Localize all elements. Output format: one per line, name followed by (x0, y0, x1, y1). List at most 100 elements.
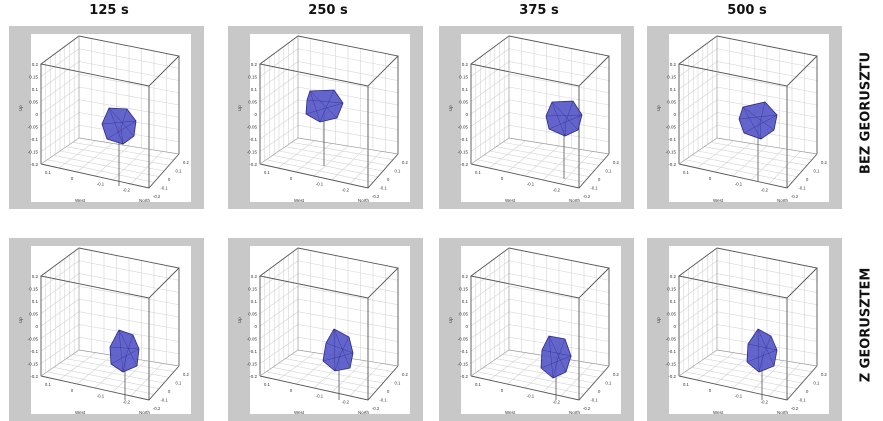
floor-left-tick-label: -0.1 (316, 394, 324, 399)
right-axis-label: North (569, 198, 581, 203)
floor-right-tick-label: 0 (387, 177, 390, 182)
z-tick-label: 0.2 (32, 274, 39, 279)
z-tick-label: 0.2 (462, 274, 469, 279)
panel-3d-plot: 0.2 0.15 0.1 0.05 0 -0.05 -0.1 -0.15 -0.2 Up 0.1 0 -… (228, 238, 423, 421)
volume-blob (101, 107, 137, 145)
floor-left-tick-label: -0.1 (735, 182, 743, 187)
left-axis-label: West (713, 410, 724, 415)
floor-right-tick-label: 0 (168, 177, 171, 182)
left-axis-label: West (294, 198, 305, 203)
floor-right-tick-label: 0.1 (176, 169, 182, 174)
z-tick-label: -0.15 (458, 150, 469, 155)
z-tick-label: 0 (35, 112, 38, 117)
z-tick-label: 0.2 (32, 62, 39, 67)
floor-left-tick-label: 0 (501, 388, 504, 393)
left-axis-label: West (505, 410, 516, 415)
floor-left-tick-label: -0.1 (527, 394, 535, 399)
floor-left-tick-label: 0 (71, 388, 74, 393)
panel-3d-plot: 0.2 0.15 0.1 0.05 0 -0.05 -0.1 -0.15 -0.2 Up 0.1 0 -… (647, 238, 842, 421)
z-tick-label: 0 (254, 324, 257, 329)
z-tick-label: 0.05 (667, 100, 676, 105)
z-tick-label: 0 (673, 112, 676, 117)
plot-panel: 0.2 0.15 0.1 0.05 0 -0.05 -0.1 -0.15 -0.2 Up 0.1 0 -… (228, 26, 423, 209)
floor-right-tick-label: 0 (806, 177, 809, 182)
floor-left-tick-label: -0.2 (342, 187, 350, 192)
z-tick-label: -0.1 (668, 349, 676, 354)
plot-panel: 0.2 0.15 0.1 0.05 0 -0.05 -0.1 -0.15 -0.2 Up 0.1 0 -… (228, 238, 423, 421)
right-axis-label: North (777, 410, 789, 415)
z-axis-label: Up (448, 105, 453, 111)
floor-left-tick-label: 0 (709, 388, 712, 393)
z-tick-label: 0.05 (248, 312, 257, 317)
floor-right-tick-label: -0.1 (799, 186, 807, 191)
floor-left-tick-label: 0.1 (683, 170, 689, 175)
floor-right-tick-label: 0.1 (606, 381, 612, 386)
z-tick-label: -0.2 (30, 374, 38, 379)
z-tick-label: 0.1 (251, 87, 258, 92)
floor-left-tick-label: 0 (71, 176, 74, 181)
plot-panel: 0.2 0.15 0.1 0.05 0 -0.05 -0.1 -0.15 -0.2 Up 0.1 0 -… (439, 26, 634, 209)
floor-left-tick-label: -0.2 (342, 399, 350, 404)
z-axis-label: Up (656, 317, 661, 323)
z-tick-label: 0.15 (29, 287, 38, 292)
z-tick-label: -0.2 (460, 374, 468, 379)
floor-left-tick-label: 0 (290, 176, 293, 181)
floor-right-tick-label: -0.2 (791, 194, 799, 199)
floor-left-tick-label: -0.2 (123, 187, 131, 192)
floor-right-tick-label: 0.2 (613, 372, 619, 377)
floor-right-tick-label: 0.1 (814, 169, 820, 174)
left-axis-label: West (75, 198, 86, 203)
floor-left-tick-label: -0.1 (97, 182, 105, 187)
floor-right-tick-label: 0.1 (176, 381, 182, 386)
z-tick-label: -0.05 (247, 337, 258, 342)
floor-right-tick-label: -0.1 (591, 398, 599, 403)
plot-panel: 0.2 0.15 0.1 0.05 0 -0.05 -0.1 -0.15 -0.2 Up 0.1 0 -… (9, 238, 204, 421)
z-tick-label: 0.1 (670, 299, 677, 304)
floor-left-tick-label: 0.1 (45, 170, 51, 175)
floor-right-tick-label: -0.2 (372, 194, 380, 199)
z-tick-label: 0.15 (248, 287, 257, 292)
floor-right-tick-label: 0.2 (183, 372, 189, 377)
floor-right-tick-label: 0 (806, 389, 809, 394)
z-tick-label: 0.15 (459, 75, 468, 80)
z-tick-label: -0.1 (249, 349, 257, 354)
floor-right-tick-label: 0.1 (395, 381, 401, 386)
right-axis-label: North (569, 410, 581, 415)
z-tick-label: -0.05 (458, 125, 469, 130)
z-tick-label: -0.2 (249, 374, 257, 379)
z-tick-label: -0.15 (666, 362, 677, 367)
floor-right-tick-label: 0.1 (606, 169, 612, 174)
floor-right-tick-label: -0.1 (161, 398, 169, 403)
floor-right-tick-label: 0 (598, 177, 601, 182)
floor-left-tick-label: -0.1 (735, 394, 743, 399)
floor-right-tick-label: 0.2 (821, 372, 827, 377)
z-tick-label: 0 (35, 324, 38, 329)
floor-left-tick-label: -0.1 (527, 182, 535, 187)
floor-right-tick-label: -0.2 (153, 194, 161, 199)
z-tick-label: 0.1 (462, 299, 469, 304)
floor-right-tick-label: -0.1 (161, 186, 169, 191)
z-tick-label: -0.15 (247, 150, 258, 155)
z-tick-label: 0.2 (251, 62, 258, 67)
floor-left-tick-label: -0.2 (553, 187, 561, 192)
z-tick-label: 0 (673, 324, 676, 329)
z-tick-label: -0.2 (30, 162, 38, 167)
plot-panel: 0.2 0.15 0.1 0.05 0 -0.05 -0.1 -0.15 -0.2 Up 0.1 0 -… (9, 26, 204, 209)
floor-right-tick-label: 0.1 (395, 169, 401, 174)
panel-3d-plot: 0.2 0.15 0.1 0.05 0 -0.05 -0.1 -0.15 -0.2 Up 0.1 0 -… (647, 26, 842, 209)
floor-left-tick-label: 0.1 (683, 382, 689, 387)
floor-left-tick-label: 0 (709, 176, 712, 181)
z-tick-label: 0.05 (459, 100, 468, 105)
floor-left-tick-label: 0.1 (475, 170, 481, 175)
plot-panel: 0.2 0.15 0.1 0.05 0 -0.05 -0.1 -0.15 -0.2 Up 0.1 0 -… (647, 26, 842, 209)
floor-left-tick-label: 0 (290, 388, 293, 393)
column-title-1: 125 s (89, 3, 129, 18)
floor-left-tick-label: -0.2 (123, 399, 131, 404)
floor-left-tick-label: 0.1 (475, 382, 481, 387)
floor-right-tick-label: -0.1 (380, 186, 388, 191)
right-axis-label: North (777, 198, 789, 203)
left-axis-label: West (294, 410, 305, 415)
z-tick-label: 0.05 (667, 312, 676, 317)
floor-left-tick-label: 0.1 (45, 382, 51, 387)
right-axis-label: North (358, 410, 370, 415)
